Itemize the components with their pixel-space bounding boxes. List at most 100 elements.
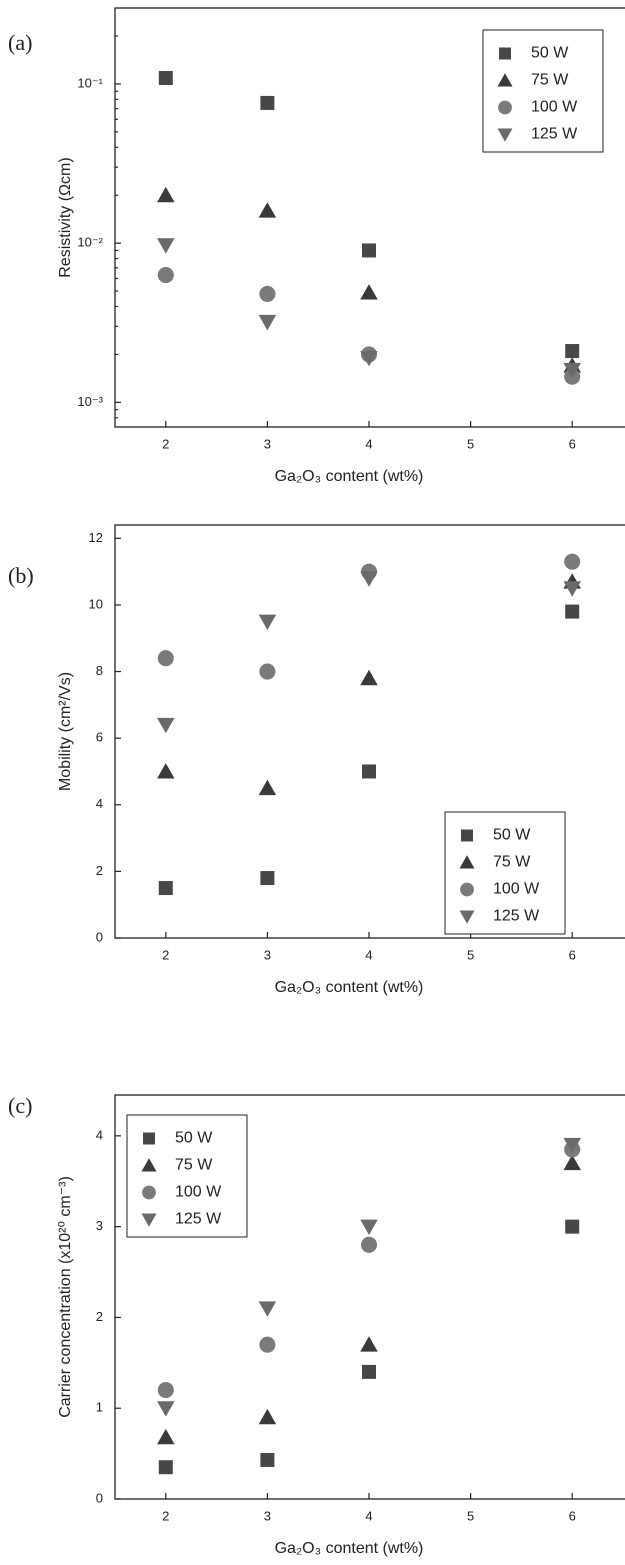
marker	[157, 267, 174, 284]
x-tick-label: 3	[264, 436, 271, 451]
marker	[143, 1132, 155, 1145]
marker	[498, 100, 512, 115]
y-tick-label: 0	[96, 1490, 103, 1505]
marker	[499, 47, 511, 60]
marker	[141, 1213, 157, 1227]
x-tick-label: 5	[467, 436, 474, 451]
marker	[157, 717, 175, 734]
marker	[563, 362, 581, 379]
marker	[460, 882, 474, 897]
legend-label: 75 W	[493, 854, 531, 871]
y-axis-title: Carrier concentration (x10²⁰ cm⁻³)	[57, 1176, 74, 1418]
x-tick-label: 6	[569, 436, 576, 451]
marker	[258, 614, 277, 630]
panel-label: (c)	[8, 1093, 32, 1118]
marker	[259, 1336, 276, 1353]
x-tick-label: 4	[365, 947, 372, 962]
plot-frame	[114, 524, 625, 939]
marker	[360, 669, 378, 686]
x-tick-label: 6	[569, 1508, 576, 1523]
marker	[157, 650, 174, 667]
legend-label: 100 W	[493, 881, 540, 898]
legend-label: 75 W	[531, 72, 569, 89]
y-tick-label: 3	[96, 1218, 103, 1233]
legend-label: 75 W	[175, 1157, 213, 1174]
marker	[564, 553, 581, 570]
marker	[157, 186, 175, 203]
y-tick-label: 10⁻¹	[77, 75, 103, 90]
marker	[461, 829, 473, 842]
x-tick-label: 4	[365, 1508, 372, 1523]
marker	[260, 871, 275, 886]
marker	[497, 73, 513, 87]
legend-label: 100 W	[175, 1184, 222, 1201]
y-tick-label: 10⁻³	[77, 394, 103, 409]
marker	[565, 604, 580, 619]
y-tick-label: 10	[89, 596, 103, 611]
legend-label: 125 W	[175, 1211, 222, 1228]
marker	[158, 1460, 173, 1475]
marker	[258, 1408, 277, 1425]
y-tick-label: 8	[96, 663, 103, 678]
panel-label: (b)	[8, 563, 34, 588]
panel-label: (a)	[8, 30, 32, 55]
legend-label: 125 W	[493, 908, 540, 925]
plot-frame	[114, 1094, 625, 1500]
marker	[360, 1219, 378, 1236]
marker	[258, 779, 277, 796]
y-tick-label: 0	[96, 929, 103, 944]
y-axis-title: Resistivity (Ωcm)	[57, 157, 74, 277]
marker	[141, 1158, 157, 1172]
legend-label: 50 W	[531, 45, 569, 62]
y-tick-label: 1	[96, 1400, 103, 1415]
legend-label: 50 W	[175, 1130, 213, 1147]
marker	[258, 1301, 277, 1317]
marker	[459, 910, 475, 924]
y-tick-label: 2	[96, 1309, 103, 1324]
marker	[258, 314, 277, 331]
x-tick-label: 3	[264, 947, 271, 962]
marker	[563, 1137, 581, 1154]
x-axis-title: Ga₂O₃ content (wt%)	[275, 468, 424, 485]
x-axis-title: Ga₂O₃ content (wt%)	[275, 1540, 424, 1557]
marker	[258, 202, 277, 218]
y-tick-label: 12	[89, 530, 103, 545]
marker	[565, 344, 580, 359]
marker	[157, 1428, 175, 1445]
x-tick-label: 6	[569, 947, 576, 962]
x-tick-label: 4	[365, 436, 372, 451]
marker	[157, 1401, 175, 1417]
marker	[259, 663, 276, 680]
y-tick-label: 4	[96, 1127, 103, 1142]
marker	[158, 70, 173, 85]
marker	[362, 243, 376, 258]
marker	[563, 1154, 581, 1171]
legend-label: 50 W	[493, 827, 531, 844]
marker	[260, 95, 275, 110]
marker	[157, 1382, 174, 1399]
x-tick-label: 2	[162, 947, 169, 962]
marker	[362, 1364, 376, 1379]
marker	[260, 1452, 275, 1467]
marker	[360, 350, 378, 367]
marker	[158, 881, 173, 896]
marker	[360, 571, 378, 587]
marker	[360, 284, 378, 300]
marker	[157, 238, 175, 254]
y-tick-label: 10⁻²	[77, 235, 103, 250]
y-tick-label: 2	[96, 863, 103, 878]
marker	[360, 1236, 378, 1253]
x-tick-label: 5	[467, 947, 474, 962]
marker	[497, 128, 513, 142]
marker	[360, 1336, 378, 1352]
marker	[459, 855, 475, 869]
marker	[362, 764, 376, 779]
marker	[142, 1185, 156, 1200]
y-axis-title: Mobility (cm²/Vs)	[57, 672, 74, 791]
legend-label: 100 W	[531, 99, 578, 116]
x-axis-title: Ga₂O₃ content (wt%)	[275, 979, 424, 996]
marker	[563, 581, 581, 597]
marker	[565, 1219, 580, 1234]
y-tick-label: 4	[96, 796, 103, 811]
